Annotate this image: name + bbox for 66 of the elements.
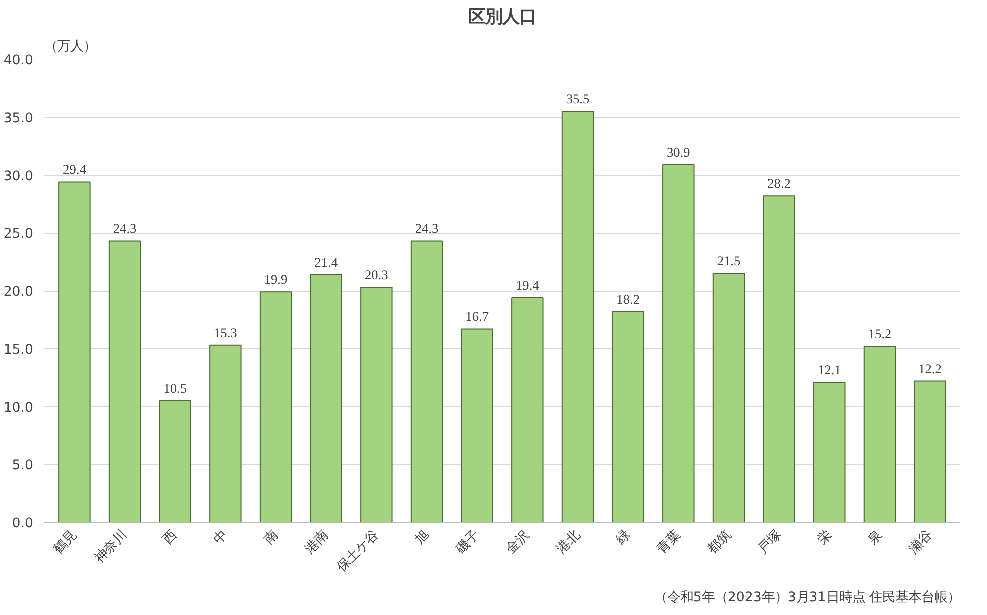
bar [763,196,796,522]
bar [461,328,494,522]
bar [360,287,393,522]
y-tick-label: 30.0 [4,169,34,184]
data-label: 24.3 [415,221,440,236]
data-label: 15.3 [214,325,238,340]
bar [814,382,846,522]
x-tick-label: 瀬谷 [906,528,936,558]
data-label: 35.5 [566,92,590,107]
y-tick-label: 0.0 [12,516,34,532]
data-label: 21.5 [717,254,741,269]
bar [58,182,91,522]
chart-title: 区別人口 [468,8,536,28]
bar [864,346,896,522]
data-label: 12.2 [918,361,942,376]
x-tick-label: 緑 [613,528,634,549]
y-tick-label: 15.0 [4,342,34,358]
bar [310,274,342,522]
x-tick-label: 泉 [865,528,886,548]
y-tick-label: 25.0 [4,227,34,242]
bar [108,240,142,522]
y-tick-label: 5.0 [12,458,34,474]
x-tick-label: 金沢 [504,528,533,558]
x-tick-label: 港南 [302,528,332,558]
x-tick-label: 神奈川 [92,528,130,566]
data-label: 19.9 [264,272,288,288]
x-tick-label: 青葉 [654,528,684,558]
x-tick-label: 都筑 [705,528,734,558]
x-tick-label: 西 [160,528,181,548]
x-tick-label: 保土ケ谷 [334,528,382,576]
y-tick-label: 40.0 [4,54,34,68]
data-label: 16.7 [466,309,490,324]
bar [712,273,746,522]
y-tick-label: 35.0 [4,111,34,126]
bar [410,240,444,522]
x-tick-label: 港北 [554,528,584,558]
x-tick-label: 中 [211,528,231,548]
x-tick-label: 栄 [815,528,835,548]
y-tick-label: 20.0 [4,285,34,300]
y-axis-title: （万人） [44,40,96,54]
data-label: 20.3 [365,268,389,283]
x-tick-label: 鶴見 [51,528,80,558]
data-label: 19.4 [516,278,540,293]
bar [612,311,644,522]
data-label: 28.2 [768,176,791,192]
y-tick-label: 10.0 [4,400,34,416]
data-label: 18.2 [616,292,640,307]
data-label: 30.9 [666,144,691,160]
data-label: 21.4 [314,254,338,270]
x-tick-label: 南 [262,528,282,548]
data-label: 12.1 [818,362,842,378]
bar [159,400,192,522]
x-tick-label: 旭 [412,528,432,548]
x-tick-label: 磯子 [452,528,483,558]
bar [260,292,292,522]
bar [562,111,594,522]
bar [662,164,695,522]
text: （令和5年（2023年）3月31日時点 住民基本台帳） [654,590,961,606]
data-label: 15.2 [868,326,892,342]
data-label: 10.5 [164,380,188,396]
data-label: 29.4 [63,162,87,178]
data-label: 24.3 [113,221,138,236]
bar [914,380,946,522]
bar [210,344,242,522]
x-tick-label: 戸塚 [756,528,785,558]
bar [512,297,544,522]
